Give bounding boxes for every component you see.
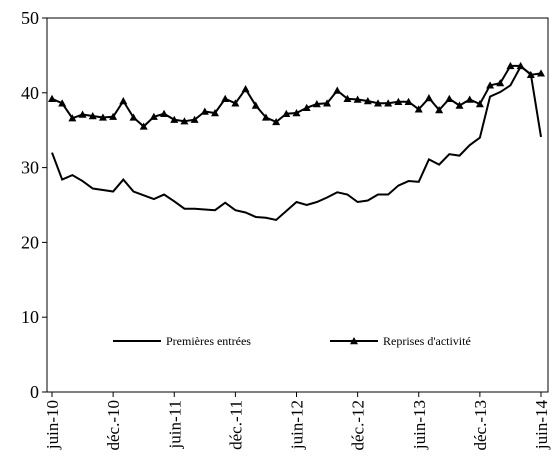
x-tick-label: déc.-13 — [471, 400, 490, 451]
marker — [343, 94, 352, 102]
marker — [435, 106, 444, 114]
x-tick-label: déc.-11 — [226, 400, 245, 450]
legend-label: Reprises d'activité — [383, 334, 471, 348]
marker — [496, 79, 505, 87]
marker — [537, 69, 545, 77]
series-line — [51, 64, 542, 128]
marker — [129, 113, 138, 121]
marker — [384, 99, 393, 107]
marker — [445, 94, 454, 102]
marker — [424, 94, 433, 102]
x-tick-label: juin-11 — [165, 400, 184, 449]
marker — [374, 99, 382, 107]
y-tick-label: 0 — [30, 382, 39, 402]
x-tick-label: juin-14 — [532, 400, 551, 451]
marker — [282, 109, 291, 117]
marker — [272, 117, 281, 126]
marker — [170, 115, 179, 123]
marker — [455, 101, 464, 109]
marker — [109, 112, 118, 120]
marker — [98, 113, 107, 121]
marker — [241, 85, 250, 93]
marker — [68, 114, 77, 122]
marker — [119, 97, 128, 105]
marker — [526, 70, 535, 79]
marker — [139, 122, 148, 130]
marker — [394, 97, 403, 105]
marker — [353, 95, 362, 103]
y-tick-label: 40 — [21, 83, 39, 103]
y-tick-label: 50 — [21, 8, 39, 28]
marker — [149, 112, 158, 120]
x-tick-label: juin-13 — [410, 400, 429, 450]
marker — [180, 117, 189, 125]
legend-marker — [350, 337, 358, 345]
x-tick-label: juin-10 — [43, 400, 62, 450]
y-tick-label: 30 — [21, 158, 39, 178]
marker — [211, 108, 219, 117]
marker — [465, 95, 474, 103]
marker — [160, 109, 169, 117]
marker — [506, 61, 515, 70]
marker — [200, 107, 209, 115]
marker — [231, 99, 240, 107]
marker — [312, 100, 321, 108]
marker — [404, 97, 413, 105]
marker — [302, 103, 311, 111]
series-line — [51, 65, 542, 222]
marker — [221, 94, 230, 102]
marker — [261, 113, 270, 121]
x-tick-label: déc.-10 — [104, 400, 123, 451]
marker — [486, 81, 495, 89]
x-tick-label: juin-12 — [288, 400, 307, 450]
x-tick-label: déc.-12 — [349, 400, 368, 451]
marker — [48, 94, 56, 102]
marker — [58, 99, 67, 107]
legend-label: Premières entrées — [166, 334, 251, 348]
marker — [323, 99, 332, 107]
marker — [363, 97, 372, 105]
marker — [333, 86, 342, 94]
y-tick-label: 10 — [21, 307, 39, 327]
marker — [88, 111, 97, 120]
marker — [292, 108, 301, 117]
marker — [516, 61, 525, 70]
marker — [251, 101, 260, 109]
plot-frame — [46, 17, 549, 393]
marker — [190, 115, 199, 123]
marker — [78, 110, 87, 118]
marker — [414, 105, 423, 113]
marker — [475, 100, 484, 108]
y-tick-label: 20 — [21, 232, 39, 252]
